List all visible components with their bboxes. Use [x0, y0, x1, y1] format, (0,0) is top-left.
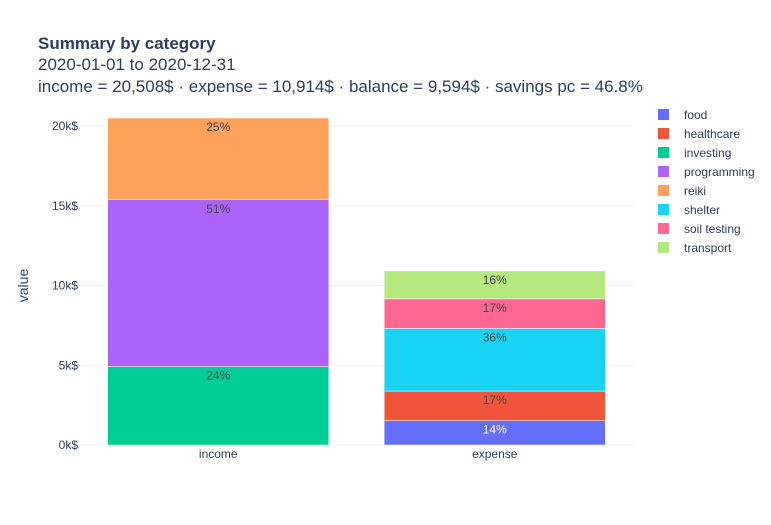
bar-segment-expense-shelter — [383, 328, 606, 392]
chart-subtitle-summary: income = 20,508$ · expense = 10,914$ · b… — [38, 77, 643, 96]
legend-label: reiki — [684, 184, 706, 198]
legend-swatch-healthcare — [658, 128, 669, 139]
bar-segment-label: 16% — [483, 273, 507, 287]
legend-label: programming — [684, 165, 755, 179]
chart-title-block: Summary by category 2020-01-01 to 2020-1… — [38, 34, 643, 98]
bar-segment-label: 51% — [206, 202, 230, 216]
x-tick-label: expense — [472, 447, 518, 461]
y-tick-label: 0k$ — [59, 438, 79, 452]
bar-segment-expense-soil-testing — [383, 298, 606, 329]
legend-label: transport — [684, 241, 732, 255]
bar-segment-label: 36% — [483, 330, 507, 344]
legend-label: healthcare — [684, 127, 740, 141]
legend-label: food — [684, 108, 707, 122]
legend-swatch-shelter — [658, 204, 669, 215]
y-tick-label: 20k$ — [52, 119, 78, 133]
bar-segment-label: 17% — [483, 393, 507, 407]
y-tick-label: 10k$ — [52, 279, 78, 293]
bar-segment-label: 14% — [483, 423, 507, 437]
bar-segment-label: 24% — [206, 369, 230, 383]
legend-label: investing — [684, 146, 731, 160]
legend-label: shelter — [684, 203, 720, 217]
legend-label: soil testing — [684, 222, 741, 236]
legend-swatch-food — [658, 109, 669, 120]
bar-segment-label: 25% — [206, 120, 230, 134]
y-tick-label: 5k$ — [59, 358, 79, 372]
bar-segment-expense-transport — [383, 270, 606, 300]
x-tick-label: income — [199, 447, 238, 461]
bar-segment-expense-food — [383, 420, 606, 446]
chart-subtitle-date-range: 2020-01-01 to 2020-12-31 — [38, 55, 236, 74]
legend-swatch-soil-testing — [658, 223, 669, 234]
y-axis-title: value — [15, 269, 31, 303]
bar-segment-label: 17% — [483, 301, 507, 315]
legend-swatch-transport — [658, 242, 669, 253]
legend-swatch-programming — [658, 166, 669, 177]
legend-swatch-investing — [658, 147, 669, 158]
chart-title: Summary by category — [38, 34, 216, 53]
bar-segment-income-reiki — [107, 117, 330, 200]
legend-swatch-reiki — [658, 185, 669, 196]
bar-segment-income-programming — [107, 199, 330, 367]
bar-segment-expense-healthcare — [383, 390, 606, 421]
y-tick-label: 15k$ — [52, 199, 78, 213]
